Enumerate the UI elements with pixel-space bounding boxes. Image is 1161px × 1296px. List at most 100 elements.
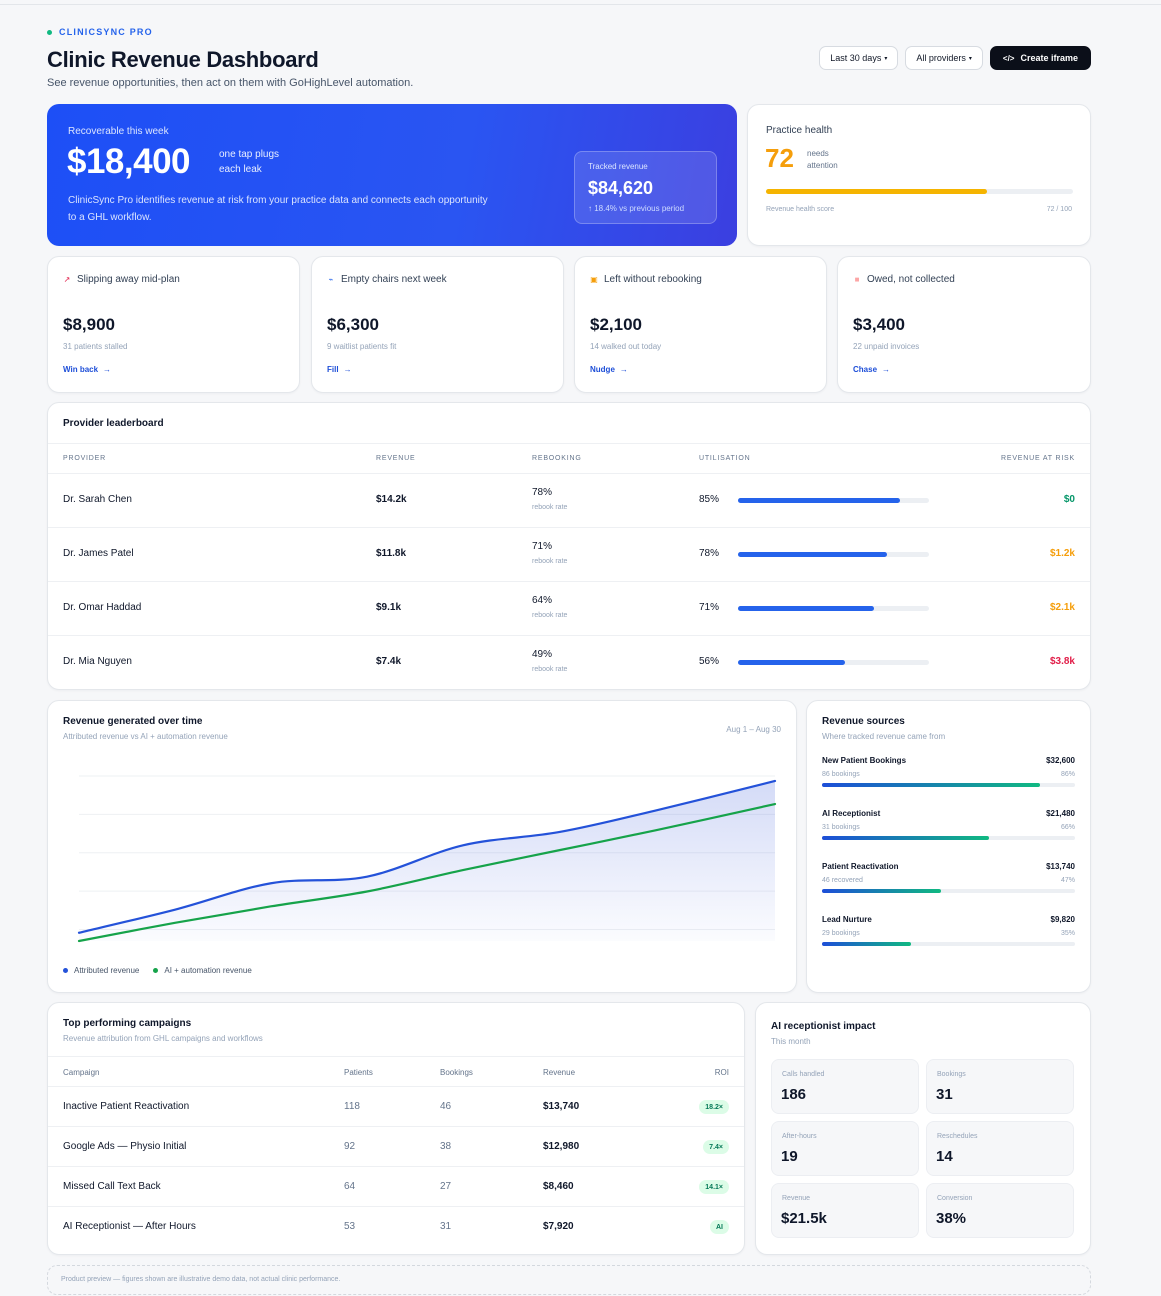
provider-revenue: $7.4k — [376, 656, 402, 667]
utilisation-bar-fill — [738, 498, 901, 503]
leak-title-text: Owed, not collected — [867, 274, 955, 285]
page-title: Clinic Revenue Dashboard — [47, 47, 319, 72]
utilisation-bar — [738, 606, 929, 611]
leak-action-label: Chase — [853, 365, 878, 374]
provider-select[interactable]: All providers ▾ — [905, 46, 983, 70]
ai-stat-tile: Bookings 31 — [926, 1059, 1074, 1114]
source-bar-fill — [822, 889, 941, 893]
col-campaign: Campaign — [63, 1068, 100, 1077]
col-revenue-at-risk: REVENUE AT RISK — [1001, 455, 1075, 462]
top-campaigns-card: Top performing campaigns Revenue attribu… — [47, 1002, 745, 1255]
campaign-name: AI Receptionist — After Hours — [63, 1221, 196, 1232]
source-item: Lead Nurture $9,820 29 bookings 35% — [822, 915, 1075, 968]
campaign-patients: 64 — [344, 1181, 356, 1192]
health-label: Practice health — [766, 125, 833, 136]
source-value: $21,480 — [1046, 809, 1075, 818]
date-range-select[interactable]: Last 30 days ▾ — [819, 46, 899, 70]
health-score: 72 — [765, 143, 794, 173]
ai-stat-tile: Reschedules 14 — [926, 1121, 1074, 1176]
source-item: Patient Reactivation $13,740 46 recovered 4… — [822, 862, 1075, 915]
legend-item-automation: AI + automation revenue — [153, 966, 252, 975]
source-name: New Patient Bookings — [822, 756, 907, 765]
source-item: AI Receptionist $21,480 31 bookings 66% — [822, 809, 1075, 862]
col-utilisation: UTILISATION — [699, 455, 751, 462]
provider-name: Dr. Sarah Chen — [63, 494, 132, 505]
legend-label: Attributed revenue — [74, 966, 140, 975]
health-bar-fill — [766, 189, 988, 194]
ai-stat-tile: Calls handled 186 — [771, 1059, 919, 1114]
create-iframe-label: Create iframe — [1020, 53, 1078, 63]
rebook-rate-label: rebook rate — [532, 612, 568, 619]
caret-down-icon: ▾ — [884, 55, 888, 62]
practice-health-card: Practice health 72 needs attention Reven… — [747, 104, 1091, 246]
col-revenue: REVENUE — [376, 455, 416, 462]
recoverable-hero: Recoverable this week $18,400 one tap pl… — [47, 104, 737, 246]
revenue-line-chart — [77, 775, 777, 943]
chase-link[interactable]: Chase → — [853, 365, 890, 374]
dashboard: CLINICSYNC PRO Clinic Revenue Dashboard … — [47, 26, 1091, 1295]
provider-revenue: $14.2k — [376, 494, 407, 505]
col-bookings: Bookings — [440, 1068, 473, 1077]
revenue-sources-card: Revenue sources Where tracked revenue ca… — [806, 700, 1091, 993]
caret-down-icon: ▾ — [968, 55, 972, 62]
ai-title: AI receptionist impact — [771, 1021, 876, 1032]
utilisation-bar-fill — [738, 606, 874, 611]
source-item: New Patient Bookings $32,600 86 bookings 86… — [822, 756, 1075, 809]
ai-stat-value: 31 — [936, 1086, 953, 1103]
source-percent: 47% — [1060, 877, 1075, 884]
table-row: Inactive Patient Reactivation 118 46 $13,74… — [48, 1087, 744, 1127]
tracked-label: Tracked revenue — [588, 162, 648, 171]
utilisation-bar — [738, 498, 929, 503]
campaign-bookings: 27 — [440, 1181, 452, 1192]
door-icon: ▣ — [590, 275, 598, 284]
leak-sub: 31 patients stalled — [63, 342, 128, 351]
campaigns-subtitle: Revenue attribution from GHL campaigns a… — [63, 1034, 263, 1043]
revenue-at-risk: $2.1k — [1049, 602, 1075, 613]
leak-value: $2,100 — [590, 315, 642, 334]
health-note: needs attention — [807, 149, 838, 170]
leak-action-label: Nudge — [590, 365, 615, 374]
table-row: Dr. James Patel $11.8k 71% rebook rate 78% $1… — [48, 528, 1090, 582]
win-back-link[interactable]: Win back → — [63, 365, 111, 374]
col-rebooking: REBOOKING — [532, 455, 582, 462]
legend-label: AI + automation revenue — [164, 966, 252, 975]
campaign-name: Google Ads — Physio Initial — [63, 1141, 187, 1152]
create-iframe-button[interactable]: </> Create iframe — [989, 46, 1091, 70]
rebook-rate-label: rebook rate — [532, 558, 568, 565]
nudge-link[interactable]: Nudge → — [590, 365, 628, 374]
utilisation-bar — [738, 552, 929, 557]
ai-stat-label: Calls handled — [782, 1071, 825, 1078]
leak-title: ↗ Slipping away mid-plan — [63, 274, 180, 285]
arrow-right-icon: → — [103, 365, 112, 374]
calendar-icon: ⌁ — [328, 275, 334, 284]
tracked-value: $84,620 — [588, 178, 654, 198]
leak-sub: 9 waitlist patients fit — [327, 342, 397, 351]
ai-stat-label: After-hours — [782, 1133, 817, 1140]
source-bar — [822, 942, 1075, 946]
source-value: $32,600 — [1046, 756, 1075, 765]
hero-label: Recoverable this week — [68, 126, 169, 137]
fill-link[interactable]: Fill → — [327, 365, 352, 374]
provider-revenue: $11.8k — [376, 548, 407, 559]
chart-title: Revenue generated over time — [63, 716, 203, 727]
source-bar-fill — [822, 836, 989, 840]
sources-title: Revenue sources — [822, 716, 905, 727]
source-sub: 86 bookings — [822, 771, 860, 778]
leak-action-label: Win back — [63, 365, 99, 374]
top-divider — [0, 4, 1161, 5]
leak-value: $6,300 — [327, 315, 379, 334]
source-percent: 86% — [1060, 771, 1075, 778]
provider-name: Dr. James Patel — [63, 548, 134, 559]
leak-value: $3,400 — [853, 315, 905, 334]
legend-item-attributed: Attributed revenue — [63, 966, 139, 975]
provider-rebook-rate: 64% — [532, 595, 553, 606]
source-value: $9,820 — [1050, 915, 1075, 924]
health-bar-value: 72 / 100 — [1046, 206, 1072, 213]
source-percent: 35% — [1060, 930, 1075, 937]
campaigns-header: Campaign Patients Bookings Revenue ROI — [48, 1056, 744, 1087]
provider-name: Dr. Omar Haddad — [63, 602, 142, 613]
provider-label: All providers — [916, 53, 966, 63]
ai-stat-label: Reschedules — [937, 1133, 978, 1140]
leak-title-text: Empty chairs next week — [341, 274, 447, 285]
table-row: Dr. Sarah Chen $14.2k 78% rebook rate 85% $0 — [48, 474, 1090, 528]
